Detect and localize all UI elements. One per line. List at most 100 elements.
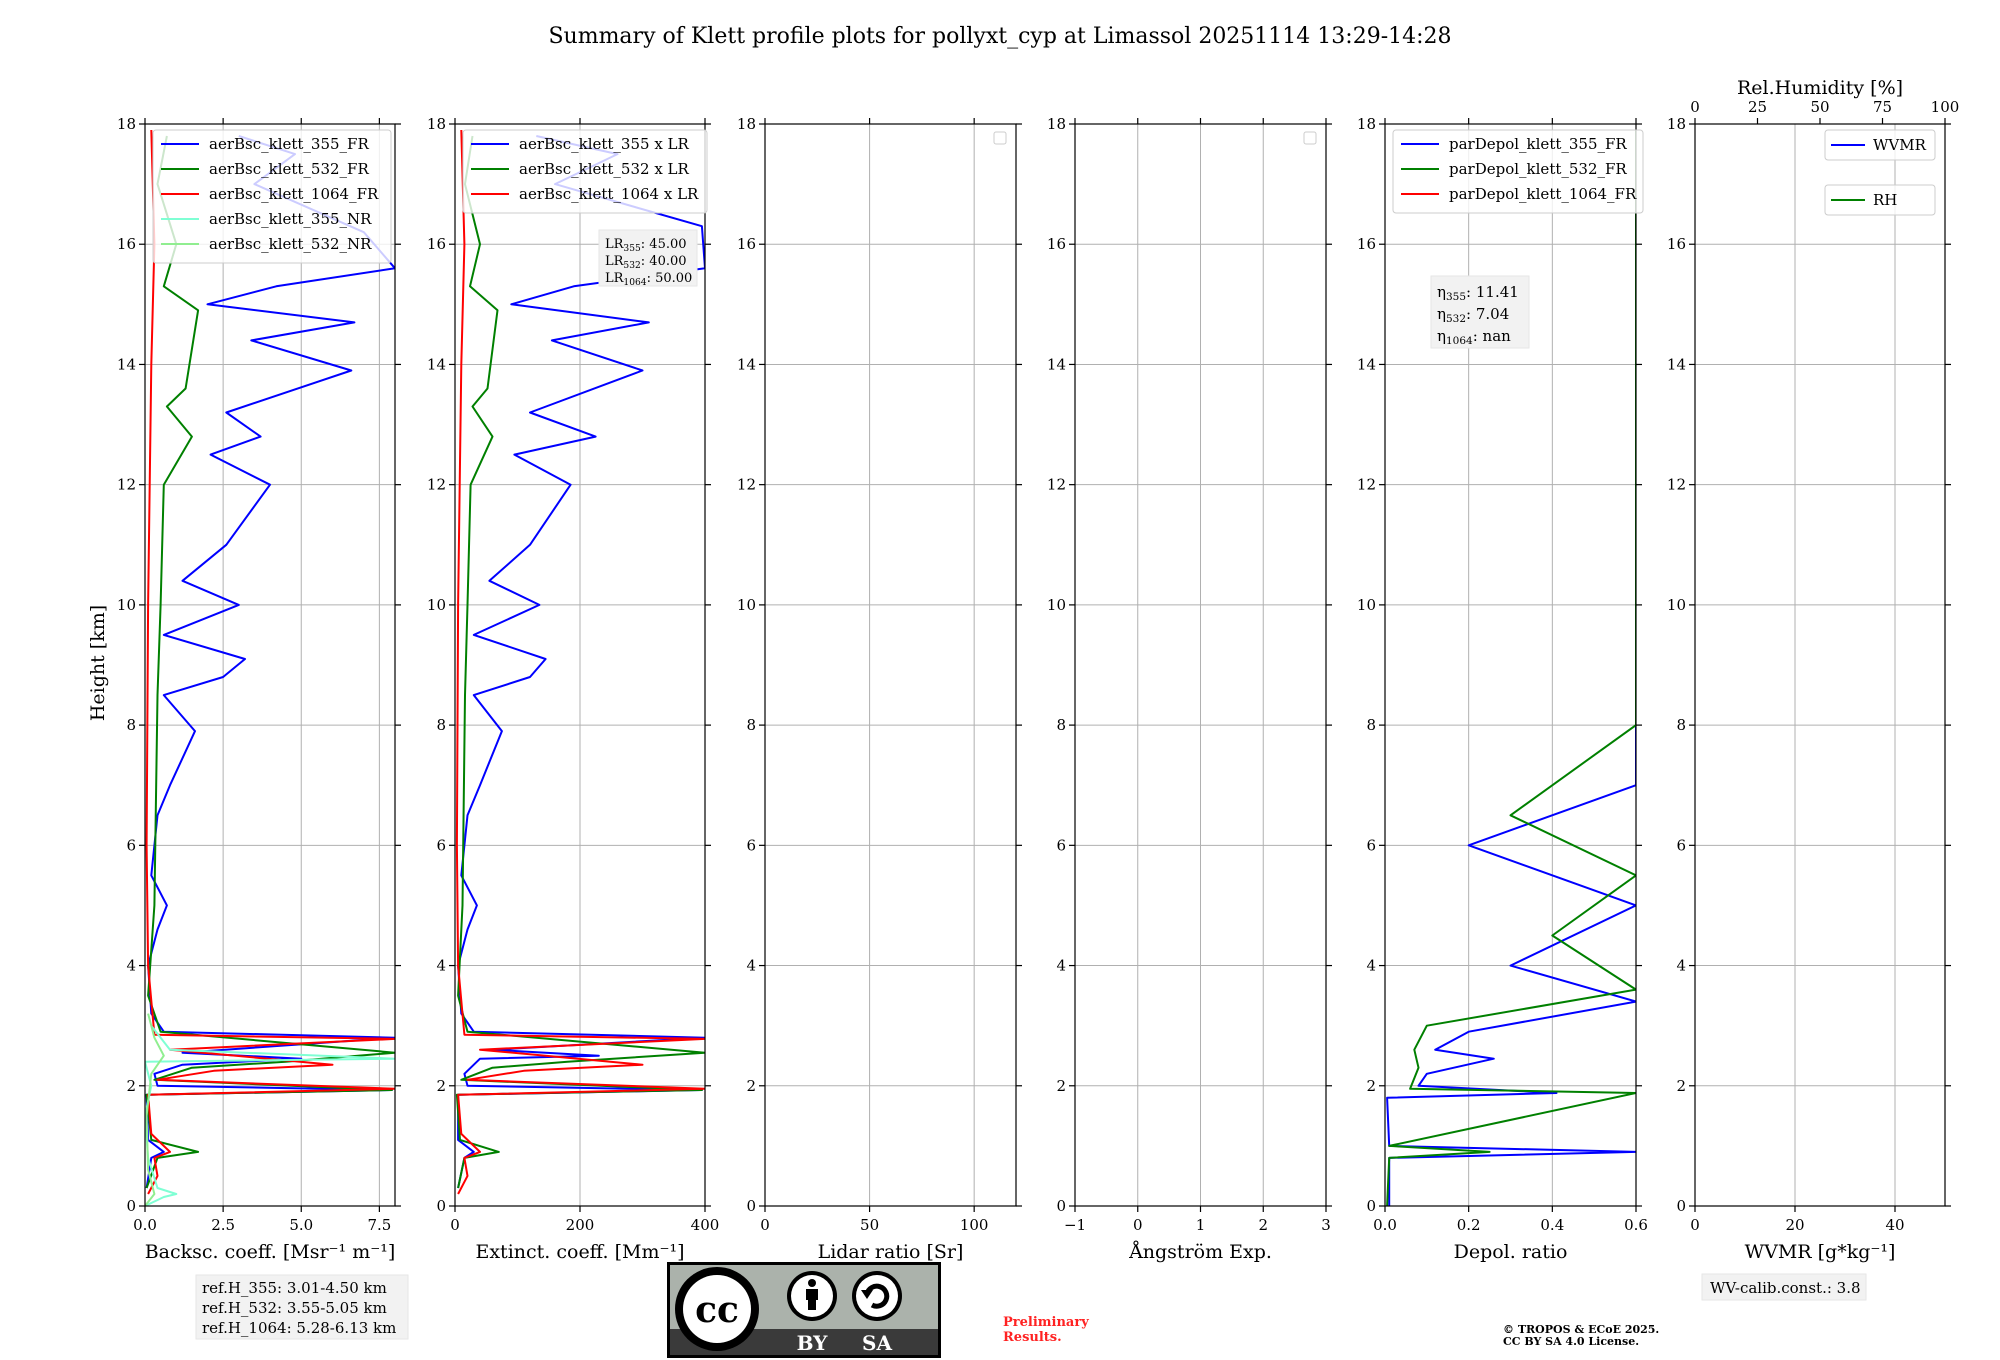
legend-frame-depol bbox=[1392, 129, 1644, 214]
xtick-label-depol-0: 0.0 bbox=[1373, 1216, 1397, 1234]
ytick-label-ang-2: 4 bbox=[1056, 957, 1066, 975]
ytick-label-lr-0: 0 bbox=[746, 1197, 756, 1215]
ref-height-355: ref.H_355: 3.01-4.50 km bbox=[202, 1279, 387, 1297]
cc-icon: cc bbox=[675, 1267, 759, 1351]
ytick-label-ang-6: 12 bbox=[1047, 476, 1066, 494]
series-line-ext-1 bbox=[455, 135, 705, 1189]
legend-label-depol-0: parDepol_klett_355_FR bbox=[1449, 135, 1627, 153]
preliminary-line-2: Results. bbox=[1003, 1330, 1062, 1345]
legend-wv-1: RH bbox=[1824, 184, 1936, 216]
ytick-label-wv-3: 6 bbox=[1676, 836, 1686, 854]
ytick-label-lr-9: 18 bbox=[737, 115, 756, 133]
xtick-label-ext-2: 400 bbox=[691, 1216, 720, 1234]
lr-box-frame bbox=[598, 229, 698, 287]
xtick-label-lr-2: 100 bbox=[960, 1216, 989, 1234]
ytick-label-ang-5: 10 bbox=[1047, 596, 1066, 614]
xtick-label-depol-2: 0.4 bbox=[1540, 1216, 1564, 1234]
axes-frame-bsc bbox=[144, 123, 396, 1207]
ytick-label-ang-0: 0 bbox=[1056, 1197, 1066, 1215]
cc-by-sa-logo: cc BY SA bbox=[667, 1262, 941, 1358]
ytick-label-ext-4: 8 bbox=[436, 716, 446, 734]
legend-label-bsc-2: aerBsc_klett_1064_FR bbox=[209, 185, 379, 203]
series-line-bsc-4 bbox=[145, 1013, 165, 1206]
series-line-depol-0 bbox=[1386, 130, 1636, 1206]
ytick-label-bsc-6: 12 bbox=[117, 476, 136, 494]
wv-calib-box: WV-calib.const.: 3.8 bbox=[1701, 1273, 1867, 1301]
top-tick-label-wv-2: 50 bbox=[1810, 98, 1829, 116]
ytick-label-bsc-4: 8 bbox=[126, 716, 136, 734]
copyright-line-1: © TROPOS & ECoE 2025. bbox=[1503, 1323, 1659, 1336]
ytick-label-ext-2: 4 bbox=[436, 957, 446, 975]
legend-label-depol-1: parDepol_klett_532_FR bbox=[1449, 160, 1627, 178]
xtick-label-ext-1: 200 bbox=[566, 1216, 595, 1234]
xtick-label-ang-0: −1 bbox=[1064, 1216, 1086, 1234]
ytick-label-depol-8: 16 bbox=[1357, 235, 1376, 253]
eta-box-frame bbox=[1430, 275, 1530, 349]
legend-label-wv-0: WVMR bbox=[1873, 136, 1927, 154]
ytick-label-wv-8: 16 bbox=[1667, 235, 1686, 253]
ref-heights-box: ref.H_355: 3.01-4.50 km ref.H_532: 3.55-… bbox=[195, 1274, 409, 1340]
ytick-label-wv-6: 12 bbox=[1667, 476, 1686, 494]
legend-frame-bsc bbox=[152, 129, 392, 264]
legend-label-bsc-3: aerBsc_klett_355_NR bbox=[209, 210, 372, 228]
xtick-label-ext-0: 0 bbox=[450, 1216, 460, 1234]
series-group-ext bbox=[455, 129, 705, 1195]
panel-ext: 0 2 4 6 8 10 12 14 16 18 0 200 400 Extinct. coeff. [M… bbox=[427, 115, 719, 1263]
panel-depol: 0 2 4 6 8 10 12 14 16 18 0.0 0.2 0.4 0.6 Depol. ratio p… bbox=[1357, 115, 1648, 1263]
legend-frame-ext bbox=[462, 129, 708, 214]
xtick-label-ang-2: 1 bbox=[1196, 1216, 1206, 1234]
legend-label-ext-0: aerBsc_klett_355 x LR bbox=[519, 135, 690, 153]
ytick-label-ext-3: 6 bbox=[436, 836, 446, 854]
legend-ext: aerBsc_klett_355 x LR aerBsc_klett_532 x … bbox=[462, 129, 708, 214]
series-line-ext-0 bbox=[457, 135, 705, 1189]
panel-bsc: 0 2 4 6 8 10 12 14 16 18 0.0 2.5 5.0 7.5 Backsc. coeff… bbox=[117, 115, 401, 1263]
ytick-label-wv-0: 0 bbox=[1676, 1197, 1686, 1215]
ytick-label-bsc-2: 4 bbox=[126, 957, 136, 975]
series-line-bsc-3 bbox=[145, 1025, 395, 1206]
ytick-label-lr-5: 10 bbox=[737, 596, 756, 614]
lr-box-line-1: LR532: 40.00 bbox=[605, 254, 687, 271]
panel-lr: 0 2 4 6 8 10 12 14 16 18 0 50 100 Lidar ratio [Sr] bbox=[737, 115, 1022, 1263]
series-line-depol-1 bbox=[1386, 130, 1636, 1206]
xtick-label-lr-1: 50 bbox=[860, 1216, 879, 1234]
xtick-label-wv-0: 0 bbox=[1690, 1216, 1700, 1234]
ytick-label-lr-8: 16 bbox=[737, 235, 756, 253]
axes-frame-depol bbox=[1384, 123, 1637, 1207]
series-line-bsc-1 bbox=[145, 135, 395, 1189]
xtick-label-bsc-2: 5.0 bbox=[289, 1216, 313, 1234]
ytick-label-wv-1: 2 bbox=[1676, 1077, 1686, 1095]
ytick-label-lr-3: 6 bbox=[746, 836, 756, 854]
series-line-ext-2 bbox=[455, 129, 705, 1195]
ytick-label-wv-7: 14 bbox=[1667, 355, 1686, 373]
legend-wv-0: WVMR bbox=[1824, 129, 1936, 161]
ytick-label-ext-8: 16 bbox=[427, 235, 446, 253]
ytick-label-bsc-3: 6 bbox=[126, 836, 136, 854]
ytick-label-bsc-9: 18 bbox=[117, 115, 136, 133]
ytick-label-ext-9: 18 bbox=[427, 115, 446, 133]
legend-label-bsc-1: aerBsc_klett_532_FR bbox=[209, 160, 369, 178]
ytick-label-lr-4: 8 bbox=[746, 716, 756, 734]
legend-empty-ang bbox=[1303, 131, 1317, 145]
by-person-icon bbox=[787, 1271, 837, 1321]
legend-empty-lr bbox=[993, 131, 1007, 145]
sa-label: SA bbox=[862, 1331, 892, 1355]
ytick-label-depol-0: 0 bbox=[1366, 1197, 1376, 1215]
copyright-line-2: CC BY SA 4.0 License. bbox=[1503, 1335, 1639, 1348]
y-axis-label: Height [km] bbox=[87, 605, 109, 721]
legend-label-ext-2: aerBsc_klett_1064 x LR bbox=[519, 185, 699, 203]
ytick-label-ext-1: 2 bbox=[436, 1077, 446, 1095]
lr-box-line-2: LR1064: 50.00 bbox=[605, 271, 692, 288]
xtick-label-bsc-1: 2.5 bbox=[211, 1216, 235, 1234]
ytick-label-depol-3: 6 bbox=[1366, 836, 1376, 854]
legend-label-bsc-0: aerBsc_klett_355_FR bbox=[209, 135, 369, 153]
ytick-label-lr-2: 4 bbox=[746, 957, 756, 975]
ytick-label-bsc-0: 0 bbox=[126, 1197, 136, 1215]
legend-label-bsc-4: aerBsc_klett_532_NR bbox=[209, 235, 372, 253]
grid-bsc bbox=[144, 123, 395, 1207]
figure-title: Summary of Klett profile plots for polly… bbox=[548, 24, 1451, 49]
ytick-label-ang-7: 14 bbox=[1047, 355, 1066, 373]
axes-frame-lr bbox=[764, 123, 1017, 1207]
xtick-label-lr-0: 0 bbox=[760, 1216, 770, 1234]
